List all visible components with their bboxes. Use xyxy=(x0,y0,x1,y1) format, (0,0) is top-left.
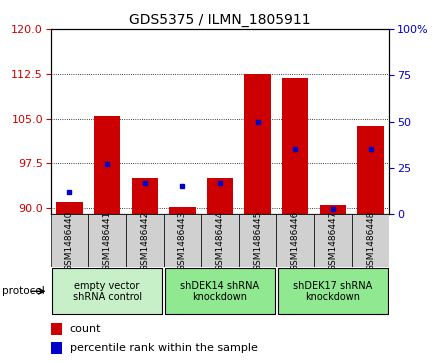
Bar xyxy=(132,178,158,214)
Text: GSM1486446: GSM1486446 xyxy=(291,210,300,271)
Bar xyxy=(94,116,120,214)
Bar xyxy=(52,268,162,314)
Text: shDEK14 shRNA
knockdown: shDEK14 shRNA knockdown xyxy=(180,281,260,302)
Bar xyxy=(314,214,352,267)
Bar xyxy=(207,178,233,214)
Bar xyxy=(51,342,62,354)
Bar xyxy=(278,268,388,314)
Bar xyxy=(88,214,126,267)
Bar xyxy=(282,78,308,214)
Bar xyxy=(164,214,201,267)
Text: GSM1486440: GSM1486440 xyxy=(65,210,74,271)
Text: percentile rank within the sample: percentile rank within the sample xyxy=(70,343,257,353)
Text: GSM1486442: GSM1486442 xyxy=(140,211,149,270)
Title: GDS5375 / ILMN_1805911: GDS5375 / ILMN_1805911 xyxy=(129,13,311,26)
Bar xyxy=(51,323,62,335)
Text: count: count xyxy=(70,324,101,334)
Text: empty vector
shRNA control: empty vector shRNA control xyxy=(73,281,142,302)
Bar xyxy=(169,207,195,214)
Text: GSM1486444: GSM1486444 xyxy=(216,211,224,270)
Bar xyxy=(276,214,314,267)
Text: GSM1486443: GSM1486443 xyxy=(178,210,187,271)
Text: shDEK17 shRNA
knockdown: shDEK17 shRNA knockdown xyxy=(293,281,373,302)
Bar xyxy=(357,126,384,214)
Bar xyxy=(51,214,88,267)
Bar xyxy=(126,214,164,267)
Bar xyxy=(352,214,389,267)
Text: GSM1486445: GSM1486445 xyxy=(253,210,262,271)
Text: GSM1486448: GSM1486448 xyxy=(366,210,375,271)
Text: GSM1486441: GSM1486441 xyxy=(103,210,112,271)
Bar xyxy=(201,214,239,267)
Bar xyxy=(56,202,83,214)
Bar xyxy=(320,205,346,214)
Text: protocol: protocol xyxy=(2,286,45,296)
Bar xyxy=(165,268,275,314)
Text: GSM1486447: GSM1486447 xyxy=(328,210,337,271)
Bar xyxy=(239,214,276,267)
Bar xyxy=(245,74,271,214)
